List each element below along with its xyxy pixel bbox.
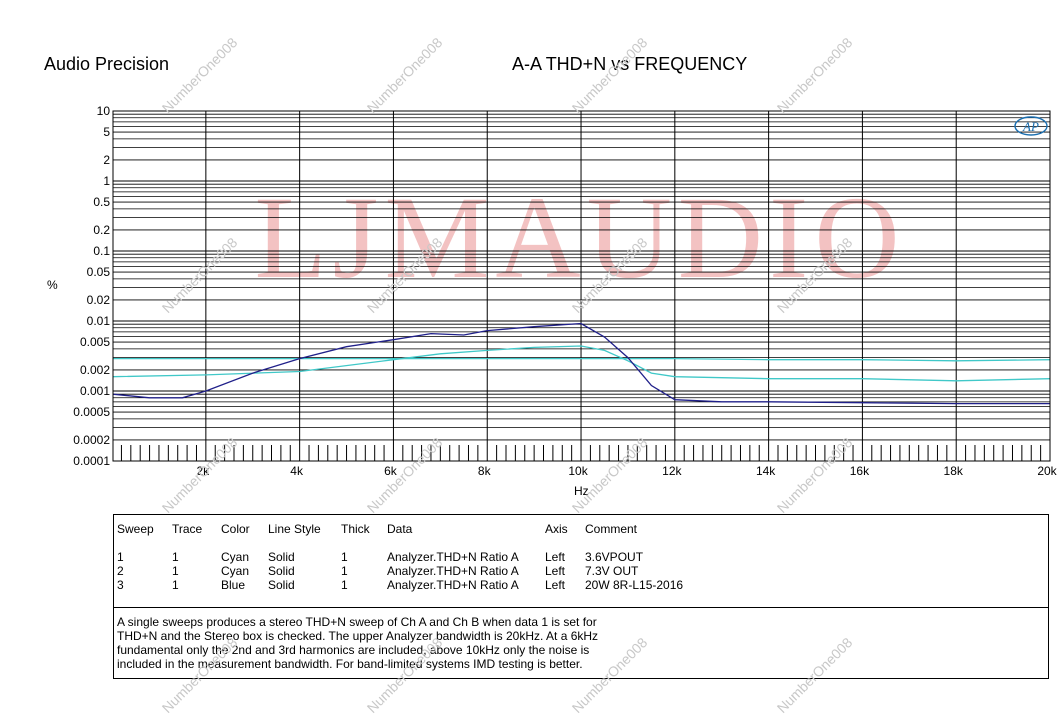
chart-title: A-A THD+N vs FREQUENCY	[512, 54, 748, 74]
legend-line-style: Solid	[268, 550, 295, 564]
legend-data: Analyzer.THD+N Ratio A	[387, 578, 519, 592]
legend-axis: Left	[545, 578, 566, 592]
note-line: THD+N and the Stereo box is checked. The…	[117, 629, 599, 643]
legend-sweep: 1	[117, 550, 124, 564]
legend-trace: 1	[172, 578, 179, 592]
y-tick-label: 10	[97, 104, 111, 118]
plot-frame	[112, 110, 1051, 462]
y-tick-label: 0.002	[80, 363, 110, 377]
y-axis-label: %	[47, 278, 58, 292]
x-tick-label: 8k	[478, 464, 492, 478]
series-line-1	[113, 357, 1051, 362]
ap-logo-text: AP	[1022, 119, 1039, 134]
y-tick-label: 1	[103, 174, 110, 188]
legend-color: Cyan	[221, 550, 250, 564]
legend-header-comment: Comment	[585, 522, 638, 536]
legend-header-row: Sweep Trace Color Line Style Thick Data …	[114, 522, 1048, 536]
legend-row: 2 1 Cyan Solid 1 Analyzer.THD+N Ratio A …	[114, 564, 1048, 578]
brand-label: Audio Precision	[44, 54, 170, 74]
legend-sweep: 2	[117, 564, 124, 578]
series-line-2	[112, 345, 1051, 382]
ap-logo-icon: AP	[1014, 116, 1048, 136]
legend-data: Analyzer.THD+N Ratio A	[387, 564, 519, 578]
legend-data: Analyzer.THD+N Ratio A	[387, 550, 519, 564]
legend-divider	[114, 607, 1048, 608]
y-tick-label: 0.2	[93, 223, 110, 237]
legend-note: A single sweeps produces a stereo THD+N …	[117, 615, 717, 671]
x-tick-label: 4k	[290, 464, 304, 478]
x-tick-label: 6k	[384, 464, 398, 478]
x-tick-label: 12k	[662, 464, 682, 478]
note-line: A single sweeps produces a stereo THD+N …	[117, 615, 597, 629]
legend-header-trace: Trace	[172, 522, 203, 536]
legend-axis: Left	[545, 550, 566, 564]
y-tick-label: 5	[103, 125, 110, 139]
ljmaudio-watermark: LJMAUDIO	[254, 172, 905, 303]
y-tick-label: 0.0001	[73, 454, 110, 468]
series-lines	[112, 322, 1051, 405]
legend-thick: 1	[341, 578, 348, 592]
y-tick-label: 0.0005	[73, 405, 110, 419]
y-tick-label: 0.05	[87, 265, 111, 279]
legend-sweep: 3	[117, 578, 124, 592]
legend-header-data: Data	[387, 522, 413, 536]
x-tick-label: 14k	[756, 464, 776, 478]
legend-comment: 20W 8R-L15-2016	[585, 578, 684, 592]
legend-line-style: Solid	[268, 564, 295, 578]
legend-trace: 1	[172, 550, 179, 564]
legend-thick: 1	[341, 564, 348, 578]
y-tick-label: 0.001	[80, 384, 110, 398]
legend-comment: 3.6VPOUT	[585, 550, 644, 564]
grid	[113, 110, 1051, 462]
y-tick-label: 0.5	[93, 195, 110, 209]
y-tick-label: 2	[103, 153, 110, 167]
x-tick-label: 2k	[197, 464, 211, 478]
legend-header-color: Color	[221, 522, 250, 536]
y-tick-label: 0.02	[87, 293, 111, 307]
series-line-3	[112, 322, 1050, 405]
y-tick-labels: 10 5 2 1 0.5 0.2 0.1 0.05 0.02 0.01 0.005 0.002 0.00…	[73, 104, 110, 468]
legend-comment: 7.3V OUT	[585, 564, 639, 578]
x-axis-label: Hz	[574, 484, 589, 498]
legend-axis: Left	[545, 564, 566, 578]
x-tick-label: 10k	[568, 464, 588, 478]
note-line: included in the measurement bandwidth. F…	[117, 657, 583, 671]
x-tick-labels: 2k 4k 6k 8k 10k 12k 14k 16k 18k 20k	[197, 464, 1058, 478]
legend-header-thick: Thick	[341, 522, 370, 536]
legend-table: Sweep Trace Color Line Style Thick Data …	[113, 514, 1049, 679]
legend-header-line-style: Line Style	[268, 522, 321, 536]
legend-row: 3 1 Blue Solid 1 Analyzer.THD+N Ratio A …	[114, 578, 1048, 592]
legend-color: Blue	[221, 578, 246, 592]
legend-thick: 1	[341, 550, 348, 564]
y-tick-label: 0.01	[87, 314, 111, 328]
legend-line-style: Solid	[268, 578, 295, 592]
y-tick-label: 0.005	[80, 335, 110, 349]
legend-trace: 1	[172, 564, 179, 578]
x-tick-label: 16k	[850, 464, 870, 478]
note-line: fundamental only the 2nd and 3rd harmoni…	[117, 643, 590, 657]
x-tick-label: 18k	[944, 464, 964, 478]
x-tick-label: 20k	[1037, 464, 1057, 478]
thd-chart: LJMAUDIO 10 5 2 1 0.5 0.2 0.1 0.05 0.02 0.01 0.005…	[73, 104, 1058, 478]
y-tick-label: 0.1	[93, 244, 110, 258]
y-tick-label: 0.0002	[73, 433, 110, 447]
legend-header-sweep: Sweep	[117, 522, 154, 536]
legend-row: 1 1 Cyan Solid 1 Analyzer.THD+N Ratio A …	[114, 550, 1048, 564]
legend-color: Cyan	[221, 564, 250, 578]
legend-header-axis: Axis	[545, 522, 568, 536]
